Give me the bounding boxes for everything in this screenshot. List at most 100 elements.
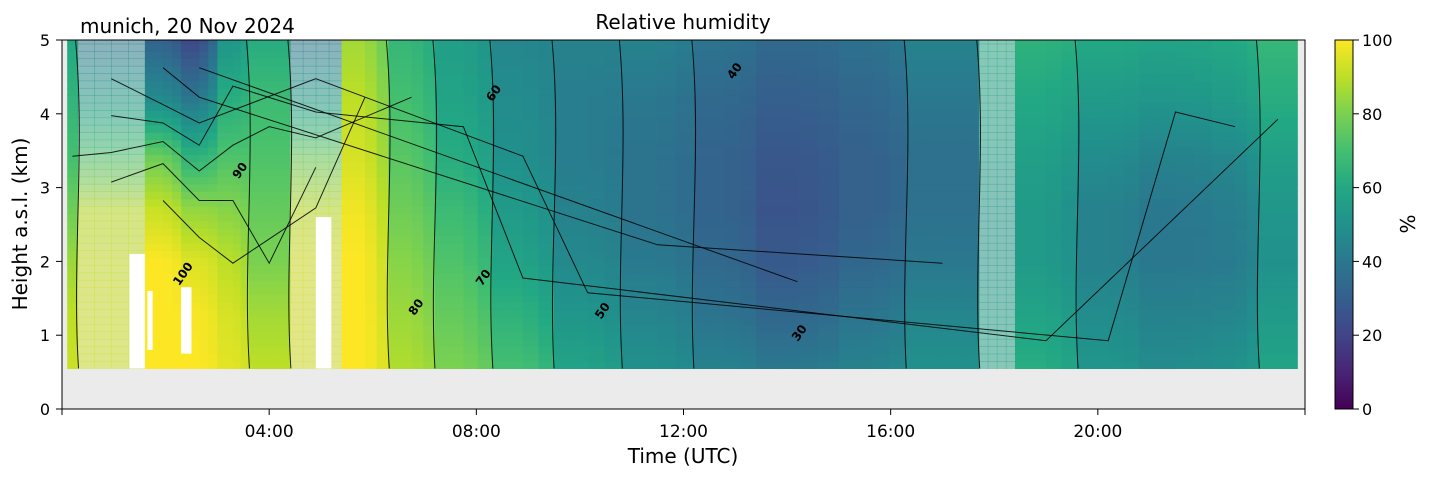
- heat-cell: [315, 95, 330, 104]
- heat-cell: [449, 287, 464, 296]
- heat-cell: [1246, 117, 1259, 126]
- heat-cell: [838, 316, 857, 325]
- heat-cell: [1108, 198, 1125, 207]
- heat-cell: [376, 58, 389, 67]
- heat-cell: [279, 65, 291, 74]
- heat-cell: [302, 51, 317, 60]
- heat-cell: [838, 154, 857, 163]
- heat-cell: [724, 176, 742, 185]
- heat-cell: [388, 220, 401, 229]
- heat-cell: [279, 294, 291, 303]
- heat-cell: [463, 346, 479, 355]
- heat-cell: [217, 353, 226, 362]
- heat-cell: [353, 250, 366, 259]
- heat-cell: [94, 154, 112, 163]
- heat-cell: [77, 265, 95, 274]
- heat-cell: [423, 309, 436, 318]
- heat-cell: [675, 117, 695, 126]
- heat-cell: [240, 287, 250, 296]
- heat-cell: [1123, 169, 1140, 178]
- heat-cell: [1157, 117, 1177, 126]
- heat-cell: [67, 191, 71, 200]
- heat-cell: [693, 235, 710, 244]
- heat-cell: [1193, 73, 1213, 82]
- heat-cell: [996, 265, 1007, 274]
- heat-cell: [996, 272, 1007, 281]
- heat-cell: [621, 124, 641, 133]
- x-tick-label: 08:00: [452, 422, 501, 442]
- heat-cell: [388, 279, 401, 288]
- heat-cell: [144, 265, 155, 274]
- heat-cell: [388, 213, 401, 222]
- heat-cell: [657, 110, 677, 119]
- heat-cell: [942, 161, 962, 170]
- heat-cell: [463, 265, 479, 274]
- heat-cell: [1108, 301, 1125, 310]
- heat-cell: [1030, 102, 1047, 111]
- heat-cell: [693, 65, 710, 74]
- heat-cell: [434, 132, 450, 141]
- heat-cell: [1123, 58, 1140, 67]
- heat-cell: [423, 324, 436, 333]
- heat-cell: [709, 124, 726, 133]
- heat-cell: [399, 338, 413, 347]
- heat-cell: [960, 169, 980, 178]
- heat-cell: [1014, 346, 1032, 355]
- heat-cell: [208, 139, 218, 148]
- heat-cell: [434, 147, 450, 155]
- heat-cell: [388, 198, 401, 207]
- heat-cell: [67, 124, 71, 133]
- heat-cell: [258, 139, 270, 148]
- heat-cell: [364, 265, 378, 274]
- heat-cell: [1139, 287, 1158, 296]
- heat-cell: [1046, 95, 1063, 104]
- contour-line: [287, 40, 293, 369]
- heat-cell: [1246, 73, 1259, 82]
- heat-cell: [987, 43, 998, 52]
- heat-cell: [248, 176, 260, 185]
- heat-cell: [172, 124, 182, 133]
- heat-cell: [217, 206, 226, 215]
- heat-cell: [190, 206, 200, 215]
- heat-cell: [353, 87, 366, 96]
- heat-cell: [639, 353, 659, 362]
- heat-cell: [153, 250, 164, 259]
- heat-cell: [94, 213, 112, 222]
- heat-cell: [756, 132, 778, 141]
- heat-cell: [1092, 242, 1109, 251]
- heat-cell: [477, 124, 493, 133]
- heat-cell: [225, 147, 234, 155]
- heat-cell: [960, 102, 980, 111]
- heat-cell: [77, 95, 95, 104]
- heat-cell: [1014, 279, 1032, 288]
- heat-cell: [144, 346, 155, 355]
- contour-line: [111, 163, 317, 265]
- heat-cell: [111, 235, 129, 244]
- heat-cell: [1123, 324, 1140, 333]
- heat-cell: [818, 117, 840, 126]
- heat-cell: [315, 154, 330, 163]
- heat-cell: [604, 206, 622, 215]
- heat-cell: [906, 301, 925, 310]
- heat-cell: [423, 272, 436, 281]
- heat-cell: [740, 265, 757, 274]
- heat-cell: [111, 58, 129, 67]
- heat-cell: [463, 235, 479, 244]
- heat-cell: [987, 95, 998, 104]
- heat-cell: [1123, 206, 1140, 215]
- heat-cell: [67, 353, 71, 362]
- heat-cell: [776, 58, 799, 67]
- heat-cell: [1277, 228, 1289, 237]
- heat-cell: [1139, 257, 1158, 266]
- heat-cell: [889, 139, 907, 148]
- heat-cell: [199, 176, 209, 185]
- heat-cell: [570, 242, 589, 251]
- heat-cell: [1287, 250, 1298, 259]
- heat-cell: [94, 161, 112, 170]
- heat-cell: [72, 309, 76, 318]
- heat-cell: [996, 95, 1007, 104]
- heat-cell: [153, 154, 164, 163]
- heat-cell: [449, 43, 464, 52]
